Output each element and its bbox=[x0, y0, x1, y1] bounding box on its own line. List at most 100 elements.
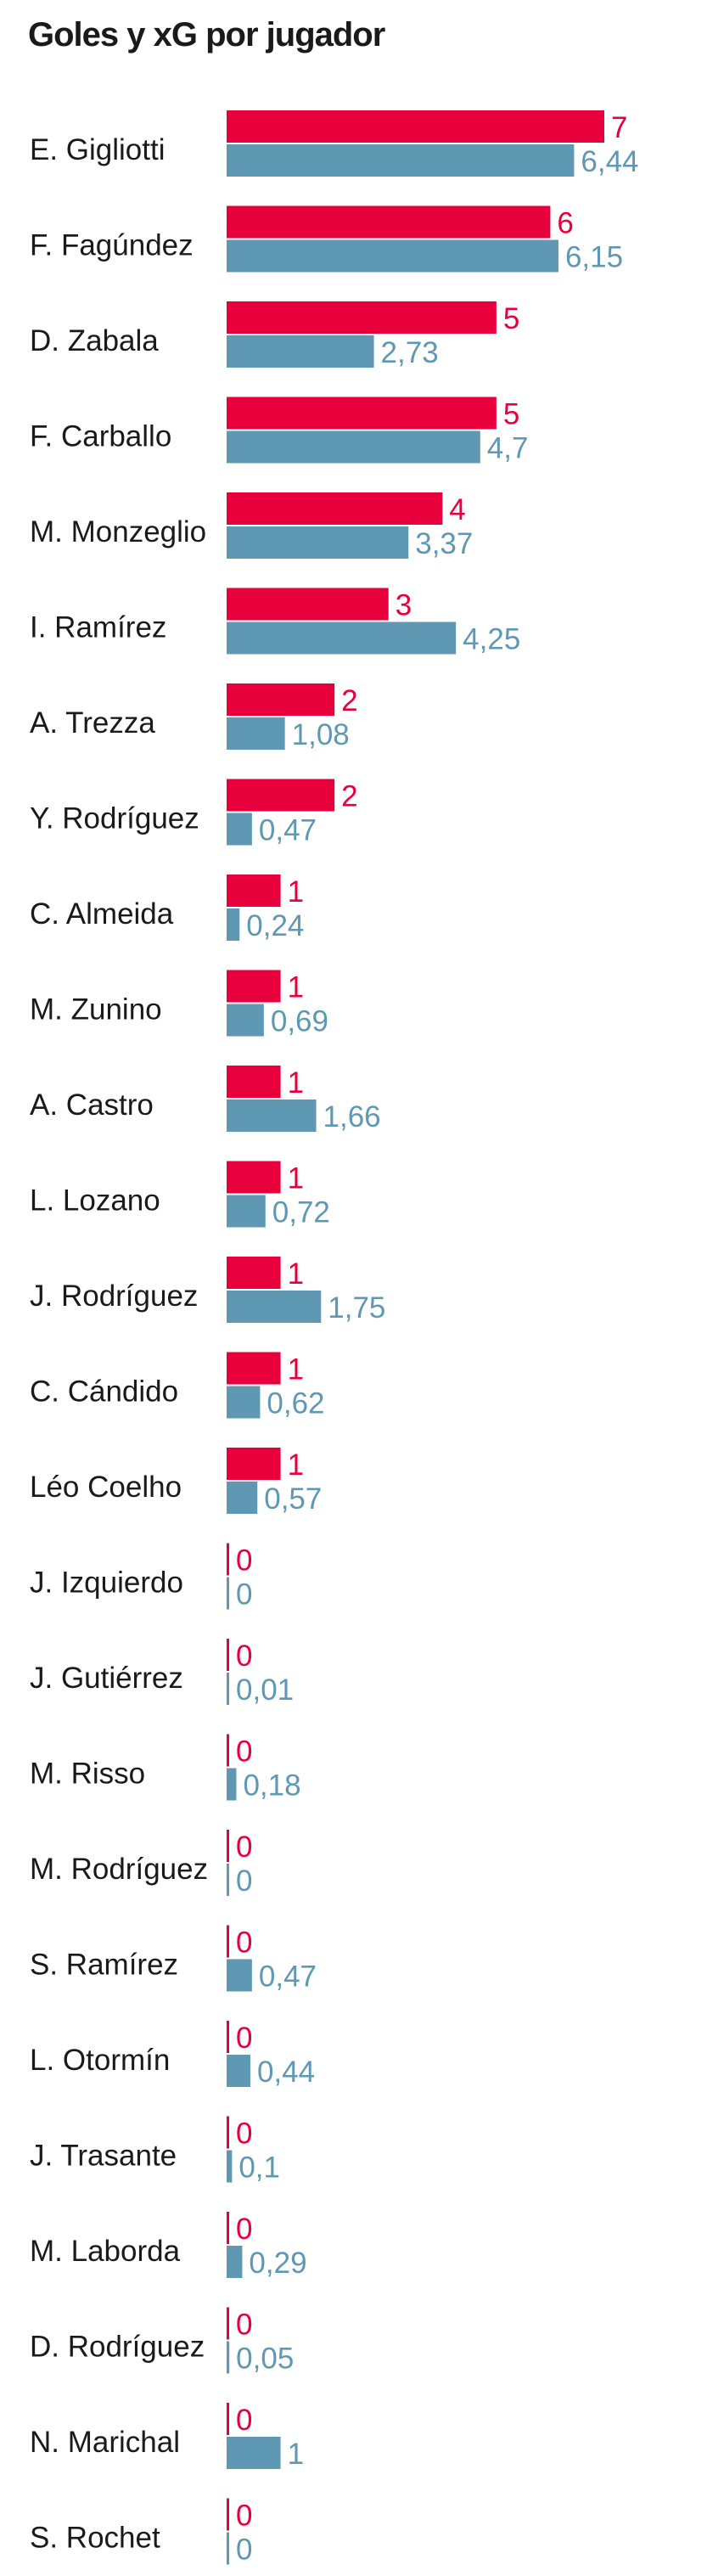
xg-value-label: 3,37 bbox=[415, 527, 473, 560]
player-name: F. Carballo bbox=[30, 420, 171, 453]
goals-bar bbox=[227, 301, 497, 334]
xg-value-label: 0 bbox=[236, 1578, 252, 1611]
player-name: S. Ramírez bbox=[30, 1949, 178, 1982]
xg-value-label: 0,24 bbox=[246, 909, 304, 942]
player-row: Y. Rodríguez 2 0,47 bbox=[30, 779, 358, 847]
player-row: E. Gigliotti 76,44 bbox=[30, 110, 639, 178]
goals-value-label: 2 bbox=[341, 780, 357, 813]
xg-bar bbox=[227, 239, 558, 273]
xg-value-label: 0,72 bbox=[272, 1196, 330, 1229]
goals-value-label: 0 bbox=[236, 2309, 252, 2342]
player-row: M. Laborda 00,29 bbox=[30, 2212, 307, 2280]
player-name: M. Rodríguez bbox=[30, 1853, 208, 1886]
goals-bar bbox=[227, 2498, 229, 2531]
player-row: F. Carballo 54,7 bbox=[30, 397, 528, 465]
goals-bar bbox=[227, 1925, 229, 1958]
goals-bar bbox=[227, 110, 604, 143]
goals-value-label: 0 bbox=[236, 1831, 252, 1864]
xg-bar bbox=[227, 144, 575, 177]
player-row: A. Castro 1 1,66 bbox=[30, 1066, 381, 1133]
goals-bar bbox=[227, 1257, 281, 1289]
goals-bar bbox=[227, 1639, 229, 1671]
player-name: L. Otormín bbox=[30, 2044, 170, 2077]
player-name: M. Zunino bbox=[30, 993, 162, 1026]
xg-bar bbox=[227, 717, 285, 750]
goals-bar bbox=[227, 588, 389, 621]
goals-bar bbox=[227, 1830, 229, 1862]
goals-value-label: 0 bbox=[236, 1735, 252, 1769]
goals-value-label: 3 bbox=[396, 589, 412, 622]
goals-bar bbox=[227, 683, 335, 716]
goals-bar bbox=[227, 1161, 281, 1194]
goals-value-label: 0 bbox=[236, 1926, 252, 1960]
player-row: Léo Coelho 10,57 bbox=[30, 1448, 322, 1516]
player-name: J. Izquierdo bbox=[30, 1566, 183, 1600]
xg-bar bbox=[227, 622, 457, 655]
goals-value-label: 1 bbox=[288, 1066, 304, 1100]
player-name: C. Cándido bbox=[30, 1375, 178, 1409]
xg-bar bbox=[227, 1004, 264, 1037]
xg-bar bbox=[227, 1291, 322, 1323]
player-row: N. Marichal 0 1 bbox=[30, 2403, 304, 2471]
goals-value-label: 0 bbox=[236, 2213, 252, 2246]
xg-value-label: 1,75 bbox=[328, 1291, 385, 1325]
goals-bar bbox=[227, 1734, 229, 1767]
player-row: J. Izquierdo 00 bbox=[30, 1543, 252, 1611]
xg-bar bbox=[227, 2150, 233, 2183]
xg-value-label: 0,05 bbox=[236, 2343, 294, 2376]
player-row: D. Rodríguez 00,05 bbox=[30, 2307, 294, 2376]
xg-bar bbox=[227, 335, 374, 368]
player-name: D. Rodríguez bbox=[30, 2331, 205, 2364]
player-name: J. Rodríguez bbox=[30, 1280, 198, 1313]
xg-value-label: 0,01 bbox=[236, 1673, 294, 1707]
xg-value-label: 0,62 bbox=[267, 1387, 324, 1420]
goals-value-label: 0 bbox=[236, 2500, 252, 2533]
xg-value-label: 0 bbox=[236, 1865, 252, 1898]
goals-value-label: 1 bbox=[288, 1162, 304, 1195]
xg-value-label: 0,44 bbox=[257, 2056, 315, 2089]
player-row: J. Gutiérrez 00,01 bbox=[30, 1639, 294, 1707]
goals-bar bbox=[227, 2116, 229, 2149]
xg-bar bbox=[227, 2341, 230, 2374]
goals-bar bbox=[227, 2212, 229, 2244]
player-row: C. Almeida 10,24 bbox=[30, 875, 304, 942]
xg-bar bbox=[227, 1959, 252, 1992]
player-name: C. Almeida bbox=[30, 897, 174, 931]
xg-bar bbox=[227, 2532, 229, 2565]
goals-value-label: 5 bbox=[503, 398, 519, 431]
goals-value-label: 0 bbox=[236, 2022, 252, 2055]
player-name: F. Fagúndez bbox=[30, 229, 194, 262]
goals-bar bbox=[227, 205, 551, 239]
goals-value-label: 1 bbox=[288, 1353, 304, 1386]
goals-bar bbox=[227, 492, 443, 525]
goals-value-label: 0 bbox=[236, 2404, 252, 2437]
player-name: M. Risso bbox=[30, 1758, 145, 1791]
goals-bar bbox=[227, 2021, 229, 2053]
goals-value-label: 2 bbox=[341, 684, 357, 717]
player-row: L. Otormín 00,44 bbox=[30, 2021, 315, 2089]
xg-value-label: 4,7 bbox=[487, 432, 529, 465]
goals-value-label: 7 bbox=[611, 111, 627, 144]
xg-value-label: 0,47 bbox=[259, 814, 317, 847]
goals-bar bbox=[227, 1352, 281, 1385]
chart-rows: E. Gigliotti 76,44 F. Fagúndez 66,15 D. Zaba… bbox=[30, 110, 639, 2567]
player-row: M. Rodríguez 00 bbox=[30, 1830, 252, 1898]
xg-bar bbox=[227, 2246, 243, 2278]
xg-bar bbox=[227, 908, 240, 941]
goals-bar bbox=[227, 970, 281, 1003]
xg-bar bbox=[227, 1386, 261, 1419]
xg-value-label: 6,44 bbox=[581, 145, 638, 178]
goals-value-label: 5 bbox=[503, 302, 519, 335]
player-name: E. Gigliotti bbox=[30, 133, 166, 166]
player-name: N. Marichal bbox=[30, 2426, 180, 2459]
player-row: M. Risso 00,18 bbox=[30, 1734, 301, 1803]
player-name: A. Trezza bbox=[30, 706, 155, 740]
xg-bar bbox=[227, 2055, 250, 2087]
xg-value-label: 0,18 bbox=[243, 1769, 300, 1803]
xg-value-label: 0,29 bbox=[249, 2247, 306, 2280]
player-row: C. Cándido 10,62 bbox=[30, 1352, 325, 1420]
goals-bar bbox=[227, 1543, 229, 1576]
chart-title: Goles y xG por jugador bbox=[28, 16, 385, 53]
player-row: M. Zunino 10,69 bbox=[30, 970, 328, 1038]
